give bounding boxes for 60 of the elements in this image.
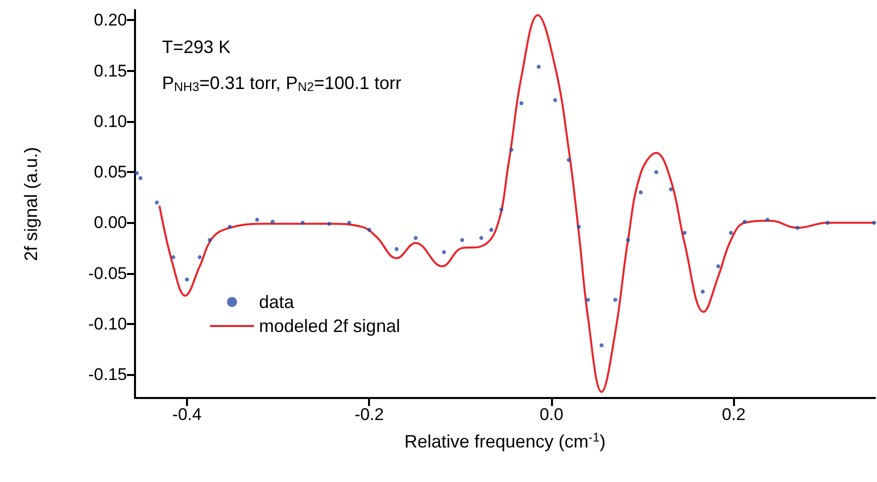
point xyxy=(414,236,418,240)
y-tick-label: -0.10 xyxy=(88,314,127,334)
point xyxy=(638,190,643,194)
point xyxy=(479,236,484,240)
x-tick-label: 0.0 xyxy=(540,405,564,424)
point xyxy=(228,224,232,229)
point xyxy=(255,218,260,222)
x-tick-label: -0.4 xyxy=(172,405,202,424)
annotation: T=293 K xyxy=(162,37,231,57)
y-axis-title: 2f signal (a.u.) xyxy=(21,146,41,262)
point xyxy=(626,238,630,242)
point xyxy=(460,238,464,242)
point xyxy=(716,264,720,268)
point xyxy=(367,228,372,232)
y-tick-label: 0.05 xyxy=(94,162,127,182)
point xyxy=(198,255,202,260)
y-tick-label: -0.05 xyxy=(88,264,127,283)
point xyxy=(700,290,705,294)
point xyxy=(171,255,176,260)
point xyxy=(536,64,541,69)
point xyxy=(208,238,212,242)
y-tick-label: 0.20 xyxy=(94,10,127,30)
point xyxy=(300,220,305,225)
legend-label: modeled 2f signal xyxy=(259,316,400,336)
point xyxy=(765,218,770,222)
x-tick-label: 0.2 xyxy=(722,405,746,424)
point xyxy=(134,171,139,176)
y-tick-label: 0.00 xyxy=(94,213,127,232)
legend-label: data xyxy=(259,292,296,312)
point xyxy=(327,222,332,226)
point xyxy=(347,220,352,225)
point xyxy=(576,224,581,229)
point xyxy=(796,226,800,230)
point xyxy=(489,228,494,232)
x-tick-label: -0.2 xyxy=(354,405,384,424)
point xyxy=(654,170,658,174)
y-tick-label: 0.10 xyxy=(94,112,127,131)
point xyxy=(394,247,399,252)
point xyxy=(729,230,734,235)
point xyxy=(668,187,673,192)
point xyxy=(442,250,446,254)
point xyxy=(600,343,604,348)
point xyxy=(613,298,618,302)
point xyxy=(270,220,275,224)
point xyxy=(872,220,876,225)
line-series xyxy=(158,14,876,393)
point xyxy=(586,298,590,302)
point xyxy=(138,176,142,180)
y-tick-label: -0.15 xyxy=(88,365,127,384)
point xyxy=(742,220,747,224)
point xyxy=(519,101,524,106)
point xyxy=(184,277,189,282)
point xyxy=(566,158,571,162)
point xyxy=(499,208,504,212)
point xyxy=(509,148,514,152)
y-tick-label: 0.15 xyxy=(94,61,127,80)
point xyxy=(553,98,558,102)
point xyxy=(154,200,159,204)
point xyxy=(682,230,687,235)
point xyxy=(826,220,830,225)
